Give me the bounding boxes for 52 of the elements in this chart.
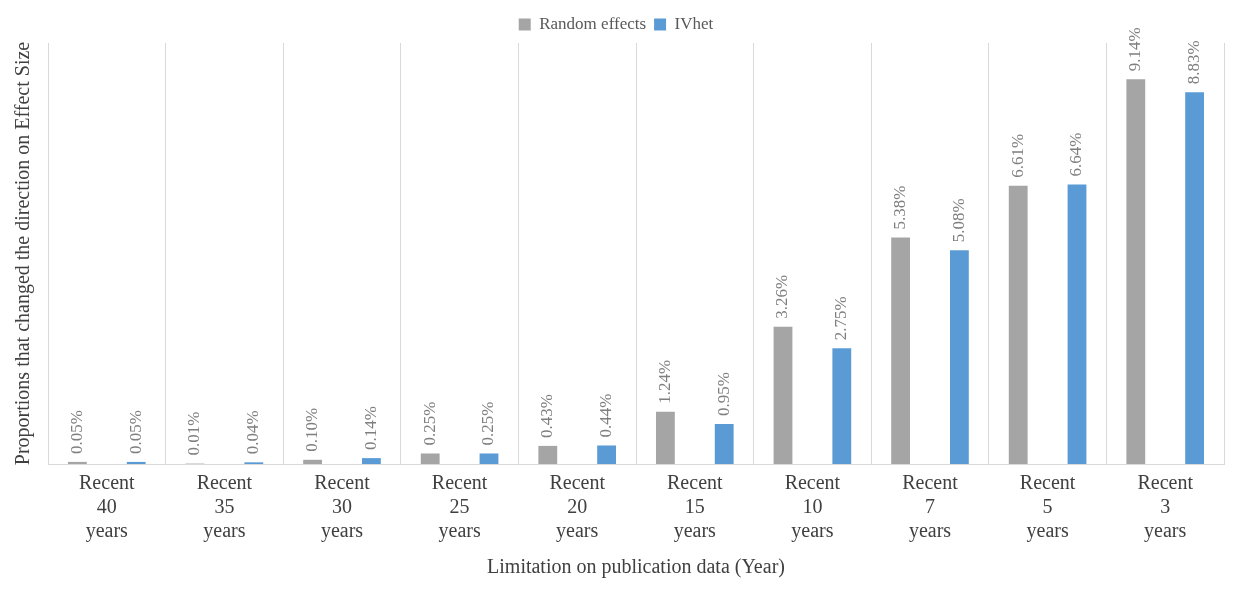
bar	[597, 445, 617, 464]
data-label: 0.05%	[66, 409, 86, 454]
data-label: 5.38%	[890, 185, 910, 230]
bar	[67, 461, 87, 464]
data-label: 5.08%	[948, 198, 968, 243]
bar	[714, 424, 734, 464]
x-tick-label: Recent 25 years	[431, 471, 488, 543]
data-label: 6.64%	[1066, 132, 1086, 177]
data-label: 6.61%	[1007, 133, 1027, 178]
x-tick-label: Recent 5 years	[1019, 471, 1076, 543]
bar	[832, 348, 852, 464]
data-label: 0.25%	[478, 401, 498, 446]
data-label: 0.04%	[243, 410, 263, 455]
x-tick-label: Recent 20 years	[549, 471, 606, 543]
x-axis-title: Limitation on publication data (Year)	[487, 555, 785, 579]
data-label: 2.75%	[831, 296, 851, 341]
data-label: 0.44%	[596, 393, 616, 438]
bar	[891, 237, 911, 464]
data-label: 1.24%	[654, 359, 674, 404]
x-tick-label: Recent 40 years	[79, 471, 136, 543]
data-label: 0.95%	[713, 372, 733, 417]
bar	[1008, 185, 1028, 464]
bar	[1067, 184, 1087, 464]
data-label: 0.25%	[419, 401, 439, 446]
data-label: 8.83%	[1184, 40, 1204, 85]
bar	[420, 453, 440, 464]
bar	[538, 445, 558, 464]
x-tick-label: Recent 15 years	[667, 471, 724, 543]
data-label: 0.43%	[537, 393, 557, 438]
bar	[303, 459, 323, 464]
data-label: 0.01%	[184, 411, 204, 456]
bar	[361, 458, 381, 464]
legend-label: IVhet	[674, 13, 714, 33]
x-tick-label: Recent 30 years	[314, 471, 371, 543]
data-label: 0.10%	[302, 407, 322, 452]
x-tick-label: Recent 10 years	[784, 471, 841, 543]
bar	[949, 250, 969, 464]
bar	[126, 461, 146, 464]
legend-label: Random effects	[539, 13, 647, 33]
bar	[479, 453, 499, 464]
x-tick-label: Recent 35 years	[196, 471, 253, 543]
y-axis-title: Proportions that changed the direction on Effect Size	[11, 41, 35, 466]
bar	[1185, 92, 1205, 464]
data-label: 0.14%	[360, 406, 380, 451]
data-label: 9.14%	[1125, 27, 1145, 72]
bar	[1126, 79, 1146, 464]
bar	[773, 326, 793, 464]
bar	[655, 411, 675, 464]
x-tick-label: Recent 3 years	[1137, 471, 1194, 543]
data-label: 3.26%	[772, 274, 792, 319]
x-tick-label: Recent 7 years	[902, 471, 959, 543]
data-label: 0.05%	[125, 409, 145, 454]
